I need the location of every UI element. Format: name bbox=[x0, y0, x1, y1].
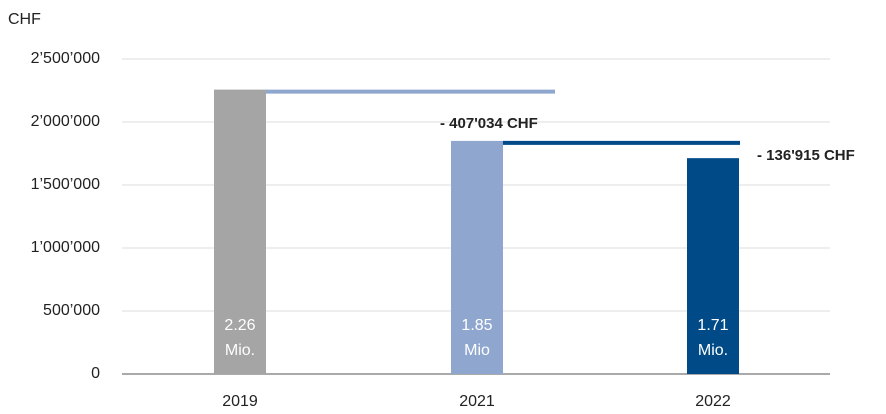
x-tick-label: 2019 bbox=[222, 393, 258, 410]
value-label: 1.85 bbox=[461, 317, 492, 334]
value-label: 2.26 bbox=[224, 317, 255, 334]
y-tick-label: 1’500’000 bbox=[31, 176, 101, 193]
y-tick-label: 500’000 bbox=[43, 302, 100, 319]
annotation: - 136'915 CHF bbox=[757, 147, 855, 164]
bar bbox=[687, 158, 739, 374]
value-label: Mio. bbox=[698, 342, 728, 359]
y-tick-label: 2’000’000 bbox=[31, 113, 101, 130]
value-label: 1.71 bbox=[697, 317, 728, 334]
y-tick-label: 2’500’000 bbox=[31, 50, 101, 67]
y-tick-label: 1’000’000 bbox=[31, 239, 101, 256]
bar bbox=[214, 89, 266, 375]
value-label: Mio bbox=[464, 342, 490, 359]
annotation: - 407'034 CHF bbox=[440, 115, 538, 132]
x-tick-label: 2022 bbox=[695, 393, 731, 410]
bar bbox=[451, 140, 503, 374]
x-tick-label: 2021 bbox=[459, 393, 495, 410]
y-tick-label: 0 bbox=[91, 365, 100, 382]
y-axis-label: CHF bbox=[8, 11, 41, 28]
value-label: Mio. bbox=[225, 342, 255, 359]
